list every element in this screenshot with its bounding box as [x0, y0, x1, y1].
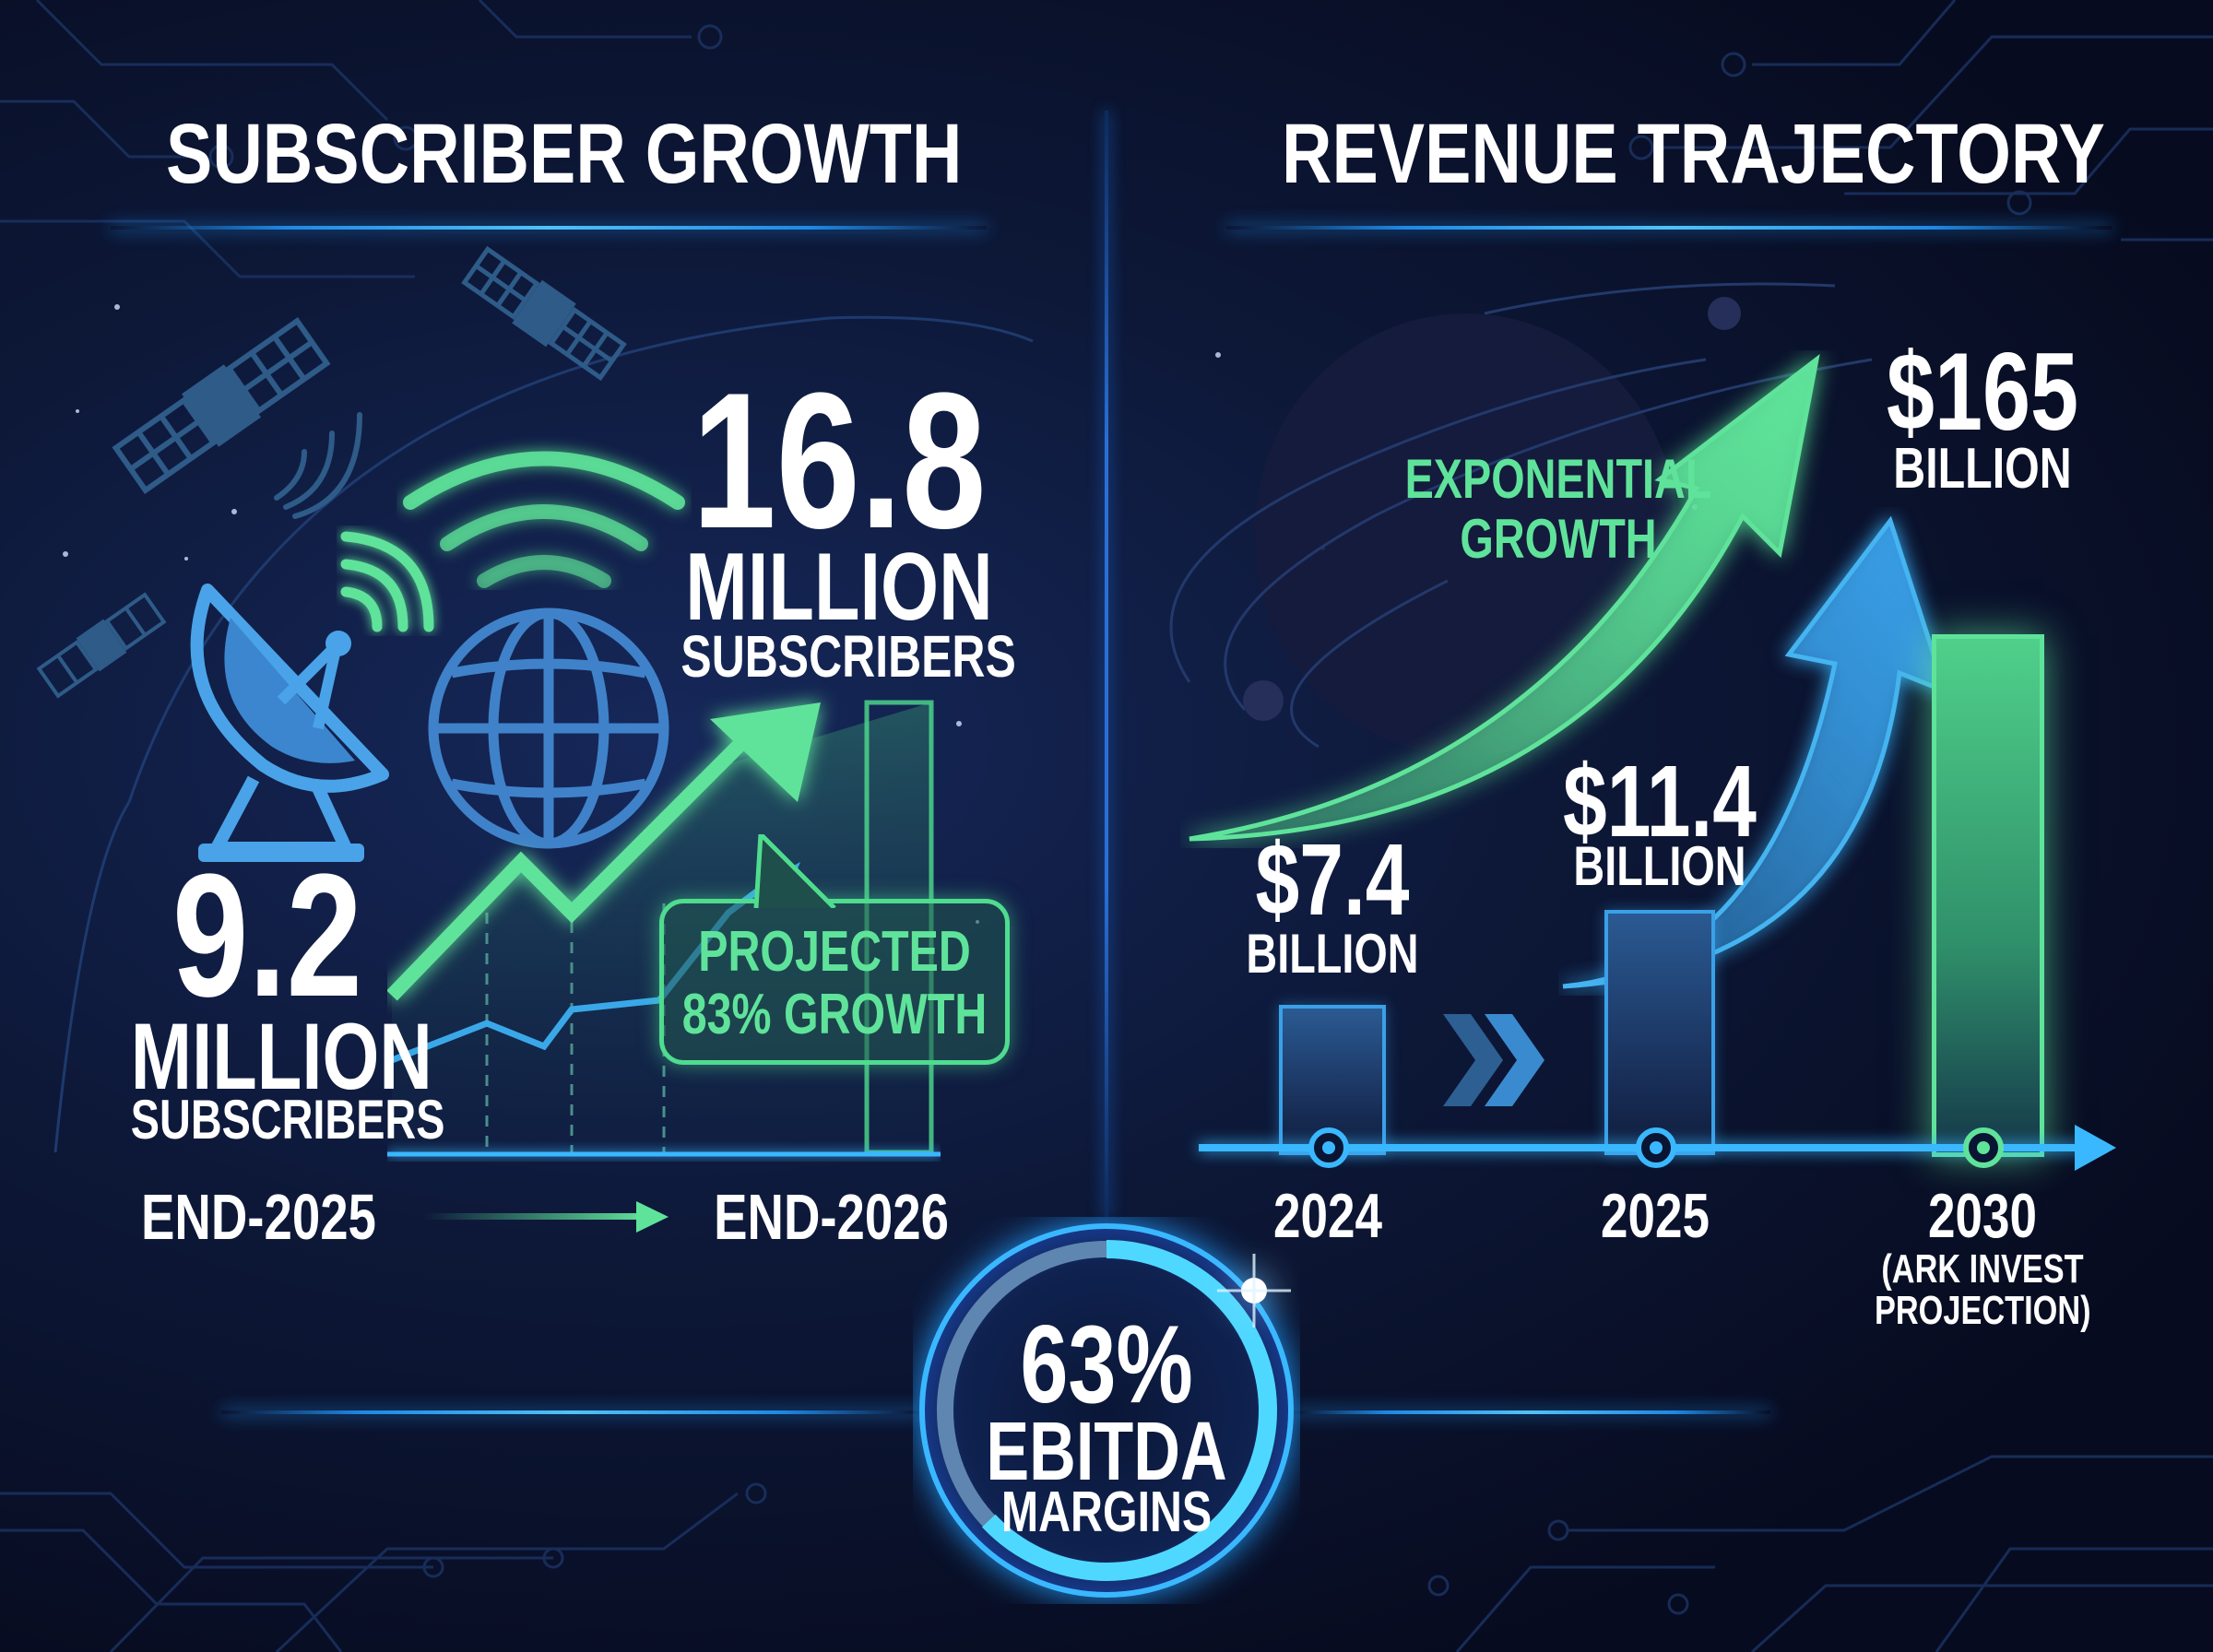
ebitda-value: 63%	[1020, 1303, 1193, 1426]
end-subscriber-unit: MILLION	[685, 534, 993, 641]
planet-orbit-illustration	[1169, 282, 1873, 756]
start-subscriber-unit: MILLION	[130, 1004, 432, 1109]
exponential-growth-line2: GROWTH	[1460, 508, 1657, 570]
satellite-icon	[112, 317, 362, 519]
timeline-arrowhead-icon	[2075, 1125, 2116, 1171]
year-2030-note-line1: (ARK INVEST	[1881, 1246, 2084, 1292]
revenue-2024-unit: BILLION	[1246, 923, 1419, 985]
year-2030: 2030	[1928, 1181, 2037, 1251]
end-period-label: END-2026	[714, 1181, 950, 1253]
start-subscriber-value: 9.2	[172, 838, 363, 1033]
end-subscriber-value: 16.8	[692, 352, 987, 569]
revenue-2024-value: $7.4	[1255, 823, 1410, 937]
start-subscriber-label: SUBSCRIBERS	[130, 1089, 445, 1150]
bottom-left-line	[221, 1410, 922, 1414]
timeline-node-2030	[1963, 1127, 2004, 1168]
satellite-orbit-illustration	[36, 245, 1034, 1152]
globe-icon	[428, 608, 669, 849]
right-title-underline	[1226, 226, 2112, 230]
start-period-label: END-2025	[141, 1181, 376, 1253]
callout-line1: PROJECTED	[698, 920, 971, 984]
timeline-node-2025	[1636, 1127, 1676, 1168]
right-panel-title: REVENUE TRAJECTORY	[1282, 107, 2105, 201]
vertical-divider	[1105, 111, 1108, 1217]
ebitda-line2: MARGINS	[1000, 1481, 1213, 1544]
projected-growth-callout: PROJECTED 83% GROWTH	[659, 834, 1010, 1065]
revenue-2025-unit: BILLION	[1573, 835, 1746, 897]
wifi-signal-large-icon	[403, 451, 685, 588]
callout-line2: 83% GROWTH	[681, 983, 988, 1046]
ebitda-ring	[919, 1223, 1294, 1598]
timeline-node-2024	[1308, 1127, 1349, 1168]
bar-2025	[1604, 910, 1715, 1155]
period-arrow-icon	[424, 1201, 669, 1233]
wifi-signal-icon	[340, 531, 434, 632]
satellite-dish-icon	[190, 584, 389, 862]
satellite-icon	[36, 592, 167, 699]
year-2024: 2024	[1273, 1181, 1382, 1251]
year-2030-note-line2: PROJECTION)	[1875, 1288, 2091, 1333]
bottom-right-line	[1291, 1410, 1770, 1414]
revenue-2025-value: $11.4	[1563, 745, 1757, 858]
callout-pointer	[753, 834, 836, 908]
exponential-growth-arrow-icon	[1189, 354, 1820, 842]
ebitda-line1: EBITDA	[986, 1406, 1227, 1498]
satellite-icon	[461, 245, 627, 382]
bar-2030	[1932, 634, 2044, 1157]
revenue-2030-unit: BILLION	[1893, 437, 2072, 501]
revenue-2030-value: $165	[1886, 330, 2079, 454]
double-chevron-icon	[1443, 1014, 1544, 1106]
end-subscriber-label: SUBSCRIBERS	[680, 623, 1016, 690]
left-title-underline	[111, 226, 987, 230]
left-panel-title: SUBSCRIBER GROWTH	[166, 107, 963, 201]
year-2025: 2025	[1601, 1181, 1710, 1251]
exponential-growth-line1: EXPONENTIAL	[1404, 448, 1712, 510]
